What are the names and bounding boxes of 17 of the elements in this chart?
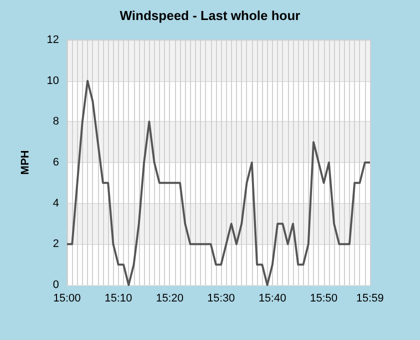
x-tick-label: 15:30: [207, 292, 235, 304]
x-tick-label: 15:20: [156, 292, 184, 304]
y-axis-title: MPH: [20, 150, 32, 175]
x-tick-label: 15:00: [53, 292, 81, 304]
line-series: [66, 80, 371, 286]
x-tick-label: 15:59: [356, 292, 384, 304]
y-tick-label: 4: [52, 197, 59, 210]
y-tick-label: 10: [46, 74, 59, 87]
x-tick-label: 15:40: [258, 292, 286, 304]
x-tick-label: 15:50: [310, 292, 338, 304]
y-tick-label: 8: [52, 116, 59, 128]
y-tick-label: 0: [52, 279, 59, 291]
chart-title: Windspeed - Last whole hour: [120, 8, 300, 23]
y-tick-label: 6: [52, 156, 59, 168]
x-tick-label: 15:10: [104, 292, 132, 304]
y-tick-label: 12: [46, 34, 59, 46]
y-tick-label: 2: [52, 238, 59, 250]
